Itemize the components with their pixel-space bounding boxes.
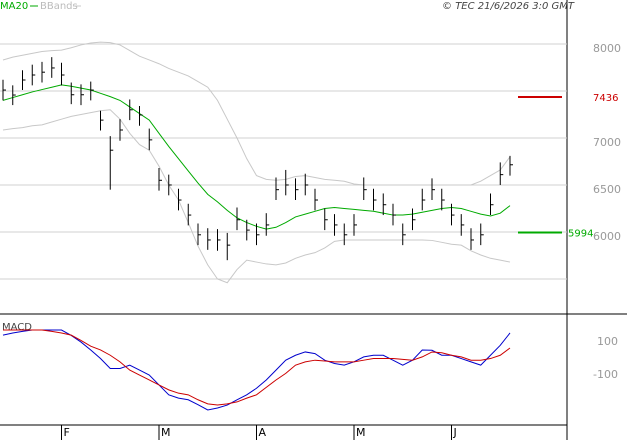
legend-label: MA20	[0, 1, 28, 12]
source: © TEC 21/6/2026 3:0 GMT	[442, 1, 575, 12]
macd-line	[3, 329, 511, 406]
y-tick-label: 100	[597, 335, 618, 348]
y-tick-label: 8000	[593, 42, 621, 55]
y-tick-label: 7000	[593, 136, 621, 149]
level-label: 5994	[568, 229, 593, 240]
level-label: 7436	[593, 93, 618, 104]
y-tick-label: 6500	[593, 183, 621, 196]
legend-label: BBands	[40, 1, 78, 12]
panel-title: MACD	[2, 322, 32, 333]
x-tick-label: J	[453, 426, 457, 439]
macd-line	[2, 329, 511, 411]
x-tick-label: M	[161, 426, 171, 439]
y-tick-label: 6000	[593, 230, 621, 243]
x-tick-label: A	[259, 426, 267, 439]
bband-line	[2, 41, 511, 186]
x-tick-label: M	[356, 426, 366, 439]
bband-line	[2, 109, 511, 284]
y-tick-label: -100	[593, 368, 618, 381]
x-tick-label: F	[64, 426, 70, 439]
